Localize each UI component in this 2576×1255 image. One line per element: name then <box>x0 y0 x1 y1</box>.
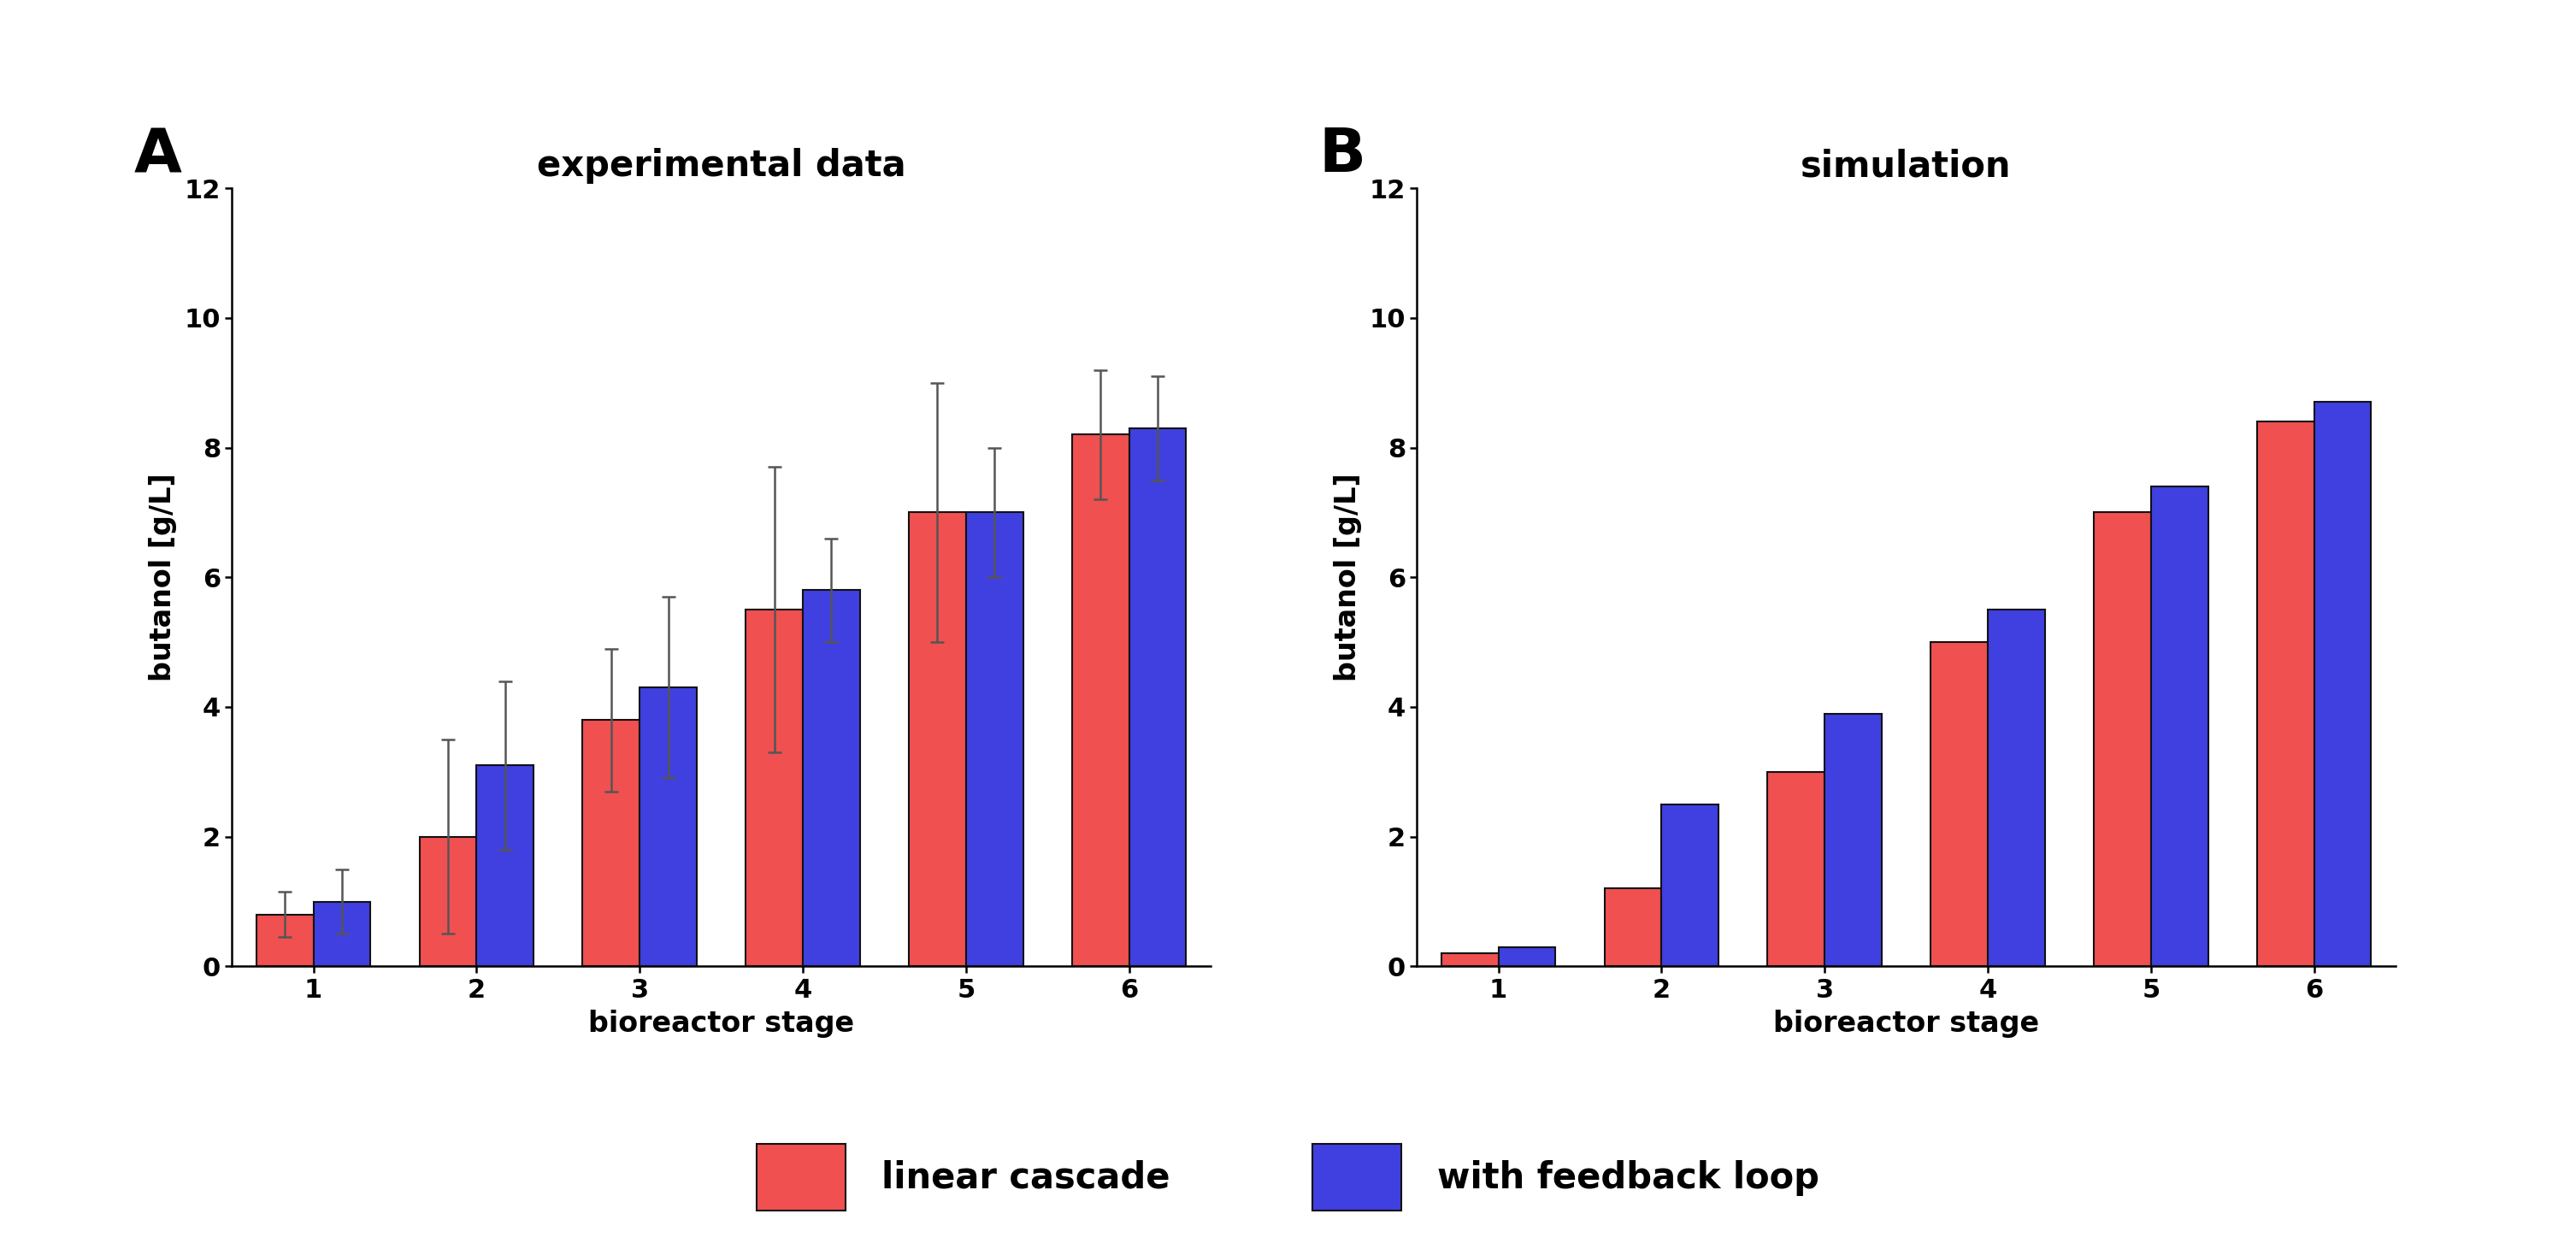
Bar <box>1989 610 2045 966</box>
Title: simulation: simulation <box>1801 148 2012 184</box>
Bar <box>258 915 314 966</box>
X-axis label: bioreactor stage: bioreactor stage <box>587 1009 855 1038</box>
Bar <box>1443 954 1499 966</box>
Bar <box>1605 889 1662 966</box>
Bar <box>2094 512 2151 966</box>
Bar <box>2313 403 2372 966</box>
X-axis label: bioreactor stage: bioreactor stage <box>1772 1009 2040 1038</box>
Y-axis label: butanol [g/L]: butanol [g/L] <box>1334 473 1363 681</box>
Legend: linear cascade, with feedback loop: linear cascade, with feedback loop <box>742 1130 1834 1225</box>
Bar <box>1499 946 1556 966</box>
Bar <box>477 766 533 966</box>
Bar <box>804 590 860 966</box>
Bar <box>1128 428 1185 966</box>
Bar <box>420 837 477 966</box>
Y-axis label: butanol [g/L]: butanol [g/L] <box>149 473 178 681</box>
Bar <box>1662 804 1718 966</box>
Bar <box>1072 434 1128 966</box>
Bar <box>747 610 804 966</box>
Bar <box>314 901 371 966</box>
Bar <box>966 512 1023 966</box>
Bar <box>1767 772 1824 966</box>
Text: A: A <box>134 126 183 184</box>
Text: B: B <box>1319 126 1365 184</box>
Bar <box>1824 713 1883 966</box>
Bar <box>639 688 696 966</box>
Bar <box>1932 643 1989 966</box>
Bar <box>2151 487 2208 966</box>
Bar <box>582 720 639 966</box>
Title: experimental data: experimental data <box>536 148 907 184</box>
Bar <box>909 512 966 966</box>
Bar <box>2257 422 2313 966</box>
